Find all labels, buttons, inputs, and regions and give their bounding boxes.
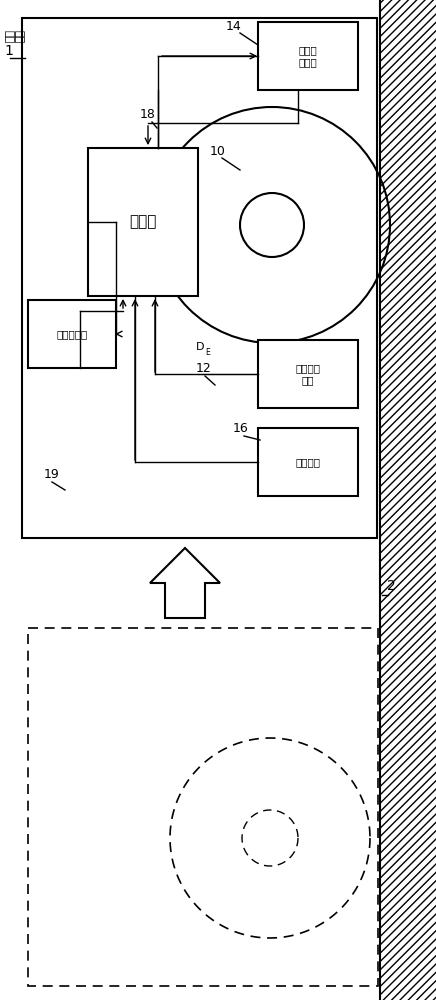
Bar [88, 148, 198, 296]
Text: 14: 14 [226, 20, 242, 33]
Bar [258, 428, 358, 496]
Text: 装置: 装置 [13, 30, 23, 43]
Text: 处理器: 处理器 [129, 215, 157, 230]
Text: 2: 2 [387, 579, 396, 593]
Text: E: E [205, 348, 210, 357]
Bar [22, 18, 377, 538]
Text: 测量: 测量 [3, 30, 13, 43]
Text: 1: 1 [4, 44, 13, 58]
Text: 显示器模块: 显示器模块 [56, 329, 88, 339]
Bar [258, 22, 358, 90]
Text: 16: 16 [233, 422, 249, 435]
Text: 接近式传
感器: 接近式传 感器 [296, 363, 320, 385]
Text: 光米模块: 光米模块 [296, 457, 320, 467]
Bar [28, 300, 116, 368]
Bar [380, 0, 436, 1000]
Text: 18: 18 [140, 108, 156, 121]
Bar [258, 340, 358, 408]
Text: 轨迹感
测模块: 轨迹感 测模块 [299, 45, 317, 67]
Text: D: D [196, 342, 204, 352]
Text: 19: 19 [44, 468, 60, 481]
Text: 10: 10 [210, 145, 226, 158]
Text: 12: 12 [196, 362, 212, 375]
Bar [28, 628, 378, 986]
